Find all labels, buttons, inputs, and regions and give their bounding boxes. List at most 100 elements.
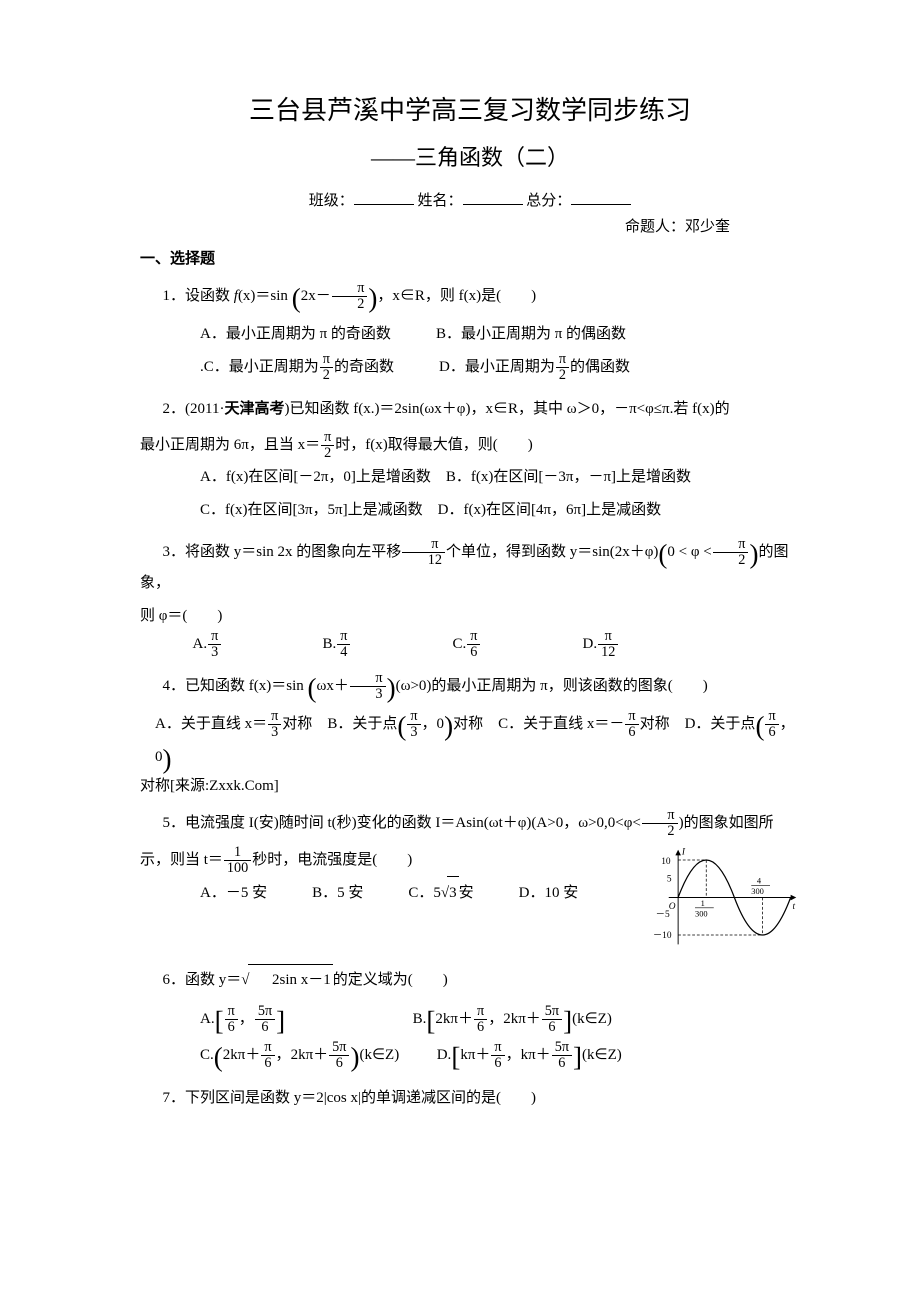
q6c-ld: 6 [261,1056,274,1071]
q2-choice-b: B．f(x)在区间[－3π，－π]上是增函数 [446,469,691,485]
rbracket-icon: ] [573,1042,582,1072]
fig-x1-num: 1 [701,898,705,908]
q5-stem-d: 秒时，电流强度是( ) [252,852,412,868]
q4-stem-a: 4．已知函数 f(x)＝sin [163,678,308,694]
q5-stem-a: 5．电流强度 I(安)随时间 t(秒)变化的函数 I＝Asin(ωt＋φ)(A>… [163,815,641,831]
q1-stem-b: (x)＝sin [238,288,292,304]
fig-ylabel: I [681,847,686,857]
q4c-a: C．关于直线 x＝－ [498,716,624,732]
q4a-a: A．关于直线 x＝ [155,716,267,732]
q6c-f2: 5π6 [329,1040,349,1071]
q6-choices: A.[π6，5π6] B.[2kπ＋π6，2kπ＋5π6](k∈Z) C.(2k… [200,1001,800,1073]
q6d-ln: π [491,1040,504,1056]
q6c-pre2: 2kπ＋ [291,1047,329,1063]
q3b-d: 4 [337,645,350,660]
q3-n1: π [402,537,445,553]
q1-choice-a: A．最小正周期为 π 的奇函数 [200,326,391,342]
q6d-tail: (k∈Z) [582,1047,622,1063]
q2-den: 2 [321,446,334,461]
q3d-lab: D. [583,636,598,652]
lbracket-icon: [ [451,1042,460,1072]
q4c-b: 对称 [640,716,670,732]
q6d-f2: 5π6 [552,1040,572,1071]
q6-choice-d: D.[kπ＋π6，kπ＋5π6](k∈Z) [437,1047,622,1063]
q3-choice-b: B.π4 [323,628,453,661]
q6-stem-a: 6．函数 y＝ [163,972,242,988]
q6d-lab: D. [437,1047,452,1063]
q1-choice-d-a: D．最小正周期为 [439,359,555,375]
rparen-icon: ) [444,711,453,741]
q4c-d: 6 [625,725,638,740]
question-6: 6．函数 y＝√2sin x－1的定义域为( ) [140,964,800,995]
q1d-num: π [556,352,569,368]
author-line: 命题人：邓少奎 [140,215,800,239]
q6-sqrt-inner: 2sin x－1 [248,964,333,995]
fig-x2-num: 4 [757,875,762,885]
q4-d: 3 [350,687,386,702]
q6d-rd: 6 [552,1056,572,1071]
q3a-frac: π3 [208,629,221,660]
q2-num: π [321,430,334,446]
q6a-ln: π [225,1004,238,1020]
q3b-lab: B. [323,636,337,652]
q3-stem-b: 个单位，得到函数 y＝sin(2x＋φ) [446,544,658,560]
q4a-b: 对称 [282,716,312,732]
question-2: 2．(2011·天津高考)已知函数 f(x.)＝2sin(ωx＋φ)，x∈R，其… [140,394,800,424]
q6c-f1: π6 [261,1040,274,1071]
q3a-n: π [208,629,221,645]
q4b-a: B．关于点 [327,716,397,732]
q5-n2: 1 [224,845,251,861]
q4b-d: 3 [407,725,420,740]
question-1: 1．设函数 f(x)＝sin (2x－π2)，x∈R，则 f(x)是( ) [140,281,800,312]
q3-frac1: π12 [402,537,445,568]
q6a-sep: ， [239,1011,254,1027]
q6b-tail: (k∈Z) [572,1011,612,1027]
q3-stem-a: 3．将函数 y＝sin 2x 的图象向左平移 [163,544,402,560]
q3c-n: π [467,629,480,645]
q6c-rn: 5π [329,1040,349,1056]
q4-stem-b: (ω>0)的最小正周期为 π，则该函数的图象( ) [396,678,708,694]
q3-cd: 2 [713,553,749,568]
q4-choice-a: A．关于直线 x＝π3对称 [155,716,312,732]
q6b-lab: B. [413,1011,427,1027]
class-label: 班级： [309,193,354,209]
q2-stem-a: 2．(2011· [163,401,225,417]
q3d-d: 12 [598,645,618,660]
q6c-sep: ， [276,1047,291,1063]
q3b-n: π [337,629,350,645]
q2-choice-c: C．f(x)在区间[3π，5π]上是减函数 [200,502,423,518]
document-title: 三台县芦溪中学高三复习数学同步练习 [140,90,800,132]
q3-d1: 12 [402,553,445,568]
q4a-frac: π3 [268,709,281,740]
q4-inner: ωx＋ [317,678,349,694]
q3d-n: π [598,629,618,645]
q1-frac-den: 2 [332,297,368,312]
q5-d2: 100 [224,861,251,876]
q6c-pre: 2kπ＋ [223,1047,261,1063]
q2-stem-b: )已知函数 f(x.)＝2sin(ωx＋φ)，x∈R，其中 ω＞0，－π<φ≤π… [284,401,729,417]
lparen-icon: ( [755,711,764,741]
q5-choice-a: A．－5 安 [200,885,267,901]
fig-x2-den: 300 [751,886,764,896]
q6c-ln: π [261,1040,274,1056]
q1-frac: π2 [332,281,368,312]
question-4: 4．已知函数 f(x)＝sin (ωx＋π3)(ω>0)的最小正周期为 π，则该… [140,671,800,702]
fig-xlabel: t [793,902,796,912]
q2-choice-d: D．f(x)在区间[4π，6π]上是减函数 [438,502,661,518]
q6-choice-b: B.[2kπ＋π6，2kπ＋5π6](k∈Z) [413,1011,612,1027]
q4c-n: π [625,709,638,725]
fig-ytick-n10: －10 [653,931,672,941]
q4d-n: π [765,709,778,725]
q5c-sqrt: 3 [447,876,459,910]
q5-block: 10 5 －5 －10 I t O 1 300 4 300 示，则当 t＝110… [140,845,800,954]
q4d-d: 6 [765,725,778,740]
q1c-den: 2 [320,368,333,383]
q6b-f1: π6 [474,1004,487,1035]
q5c-tail: 安 [459,885,474,901]
q4a-d: 3 [268,725,281,740]
q2-choice-a: A．f(x)在区间[－2π，0]上是增函数 [200,469,431,485]
q5-stem-c: 示，则当 t＝ [140,852,223,868]
q4-n: π [350,671,386,687]
q6d-pre2: kπ＋ [521,1047,551,1063]
q6b-pre2: 2kπ＋ [503,1011,541,1027]
